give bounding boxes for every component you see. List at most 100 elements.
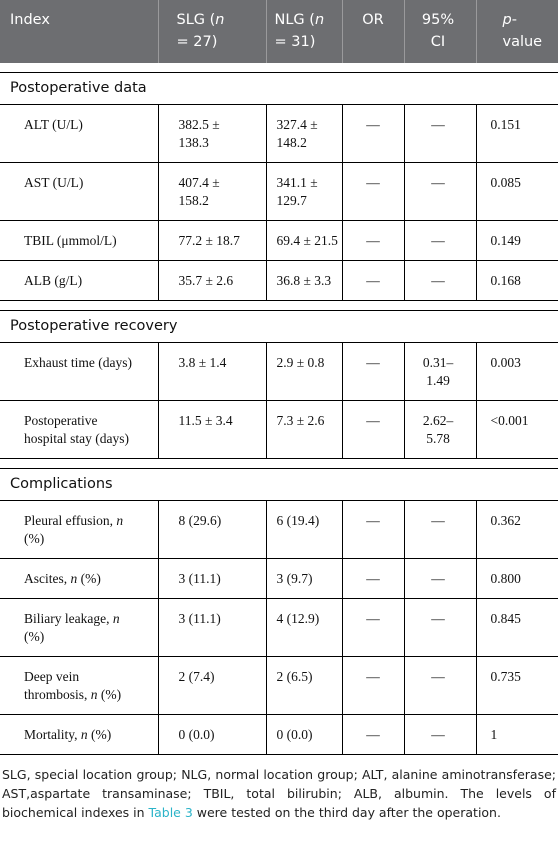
text: 35.7 ± 2.6 — [178, 273, 234, 288]
data-cell: — — [341, 598, 404, 657]
data-row: Pleural effusion, n (%) 8 (29.6) 6 (19.4) —… — [0, 500, 558, 559]
data-row: Exhaust time (days) 3.8 ± 1.4 2.9 ± 0.8 — 0.… — [0, 342, 558, 401]
data-cell: 0.168 — [475, 260, 558, 301]
text: — — [366, 355, 380, 370]
footnote: SLG, special location group; NLG, normal… — [0, 755, 558, 822]
section-row: Postoperative data — [0, 72, 558, 105]
text: SLG, special location group; NLG, normal… — [2, 767, 556, 820]
text: Mortality, — [24, 727, 81, 742]
italic-text: p — [502, 12, 512, 28]
data-row: Mortality, n (%) 0 (0.0) 0 (0.0) — — 1 — [0, 714, 558, 755]
text: — — [366, 233, 380, 248]
data-cell: — — [341, 162, 404, 221]
text: 36.8 ± 3.3 — [276, 273, 332, 288]
data-cell: — — [403, 558, 476, 599]
data-cell: — — [403, 656, 476, 715]
text: -value — [502, 12, 543, 50]
data-row: TBIL (μmmol/L) 77.2 ± 18.7 69.4 ± 21.5 — — 0.… — [0, 220, 558, 261]
text: 0.362 — [490, 513, 521, 528]
text: (%) — [87, 727, 112, 742]
data-cell: Mortality, n (%) — [0, 714, 158, 755]
data-row: ALB (g/L) 35.7 ± 2.6 36.8 ± 3.3 — — 0.168 — [0, 260, 558, 301]
text: 95% CI — [421, 12, 455, 50]
table-header: Index SLG (n = 27) NLG (n = 31) OR 95% CI p-v… — [0, 0, 558, 63]
text: 6 (19.4) — [276, 513, 320, 528]
data-cell: — — [341, 342, 404, 401]
text: — — [431, 233, 445, 248]
page: Index SLG (n = 27) NLG (n = 31) OR 95% CI p-v… — [0, 0, 558, 822]
data-cell: Biliary leakage, n (%) — [0, 598, 158, 657]
data-cell: 3 (9.7) — [265, 558, 342, 599]
data-cell: 2.62–5.78 — [403, 400, 476, 459]
data-cell: — — [341, 104, 404, 163]
data-cell: 0.362 — [475, 500, 558, 559]
text: — — [431, 571, 445, 586]
data-cell: 3 (11.1) — [157, 598, 266, 657]
text: — — [366, 571, 380, 586]
text: 69.4 ± 21.5 — [276, 233, 338, 248]
text: 2 (7.4) — [178, 669, 215, 684]
text: Exhaust time (days) — [24, 355, 132, 370]
data-cell: 0.003 — [475, 342, 558, 401]
text: 341.1 ± 129.7 — [276, 175, 318, 208]
italic-text: n — [80, 727, 88, 742]
data-cell: 0.735 — [475, 656, 558, 715]
italic-text: n — [314, 12, 325, 28]
data-cell: — — [403, 714, 476, 755]
header-cell: p-value — [475, 0, 558, 63]
section-row: Complications — [0, 468, 558, 501]
spacer-cell — [0, 63, 558, 73]
text: 0 (0.0) — [178, 727, 215, 742]
data-cell: — — [341, 656, 404, 715]
italic-text: n — [112, 611, 120, 626]
italic-text: n — [70, 571, 78, 586]
italic-text: n — [116, 513, 124, 528]
header-cell: OR — [341, 0, 404, 63]
text: — — [366, 273, 380, 288]
data-row: AST (U/L) 407.4 ± 158.2 341.1 ± 129.7 — — 0.0… — [0, 162, 558, 221]
data-cell: 6 (19.4) — [265, 500, 342, 559]
text: 0.149 — [490, 233, 521, 248]
text: (%) — [24, 531, 45, 546]
text: = 31) — [274, 34, 316, 50]
text: Pleural effusion, — [24, 513, 117, 528]
section-title: Postoperative recovery — [0, 310, 558, 343]
data-cell: 69.4 ± 21.5 — [265, 220, 342, 261]
text: 0.085 — [490, 175, 521, 190]
data-table: Index SLG (n = 27) NLG (n = 31) OR 95% CI p-v… — [0, 0, 558, 755]
table-link[interactable]: Table 3 — [148, 805, 193, 820]
data-cell: 327.4 ± 148.2 — [265, 104, 342, 163]
section-title: Postoperative data — [0, 72, 558, 105]
data-row: Deep vein thrombosis, n (%) 2 (7.4) 2 (6.5… — [0, 656, 558, 715]
data-cell: 77.2 ± 18.7 — [157, 220, 266, 261]
text: 3 (11.1) — [178, 571, 221, 586]
data-cell: — — [341, 260, 404, 301]
text: — — [366, 175, 380, 190]
text: 11.5 ± 3.4 — [178, 413, 233, 428]
spacer-cell — [0, 459, 558, 469]
data-cell: 2 (6.5) — [265, 656, 342, 715]
data-cell: 4 (12.9) — [265, 598, 342, 657]
header-cell: NLG (n = 31) — [265, 0, 342, 63]
text: <0.001 — [490, 413, 529, 428]
text: — — [366, 611, 380, 626]
text: 4 (12.9) — [276, 611, 320, 626]
text: ALB (g/L) — [24, 273, 83, 288]
data-cell: 35.7 ± 2.6 — [157, 260, 266, 301]
text: — — [431, 669, 445, 684]
header-cell: SLG (n = 27) — [157, 0, 266, 63]
data-cell: 2 (7.4) — [157, 656, 266, 715]
data-cell: — — [403, 598, 476, 657]
text: — — [366, 669, 380, 684]
data-cell: — — [341, 558, 404, 599]
data-cell: 8 (29.6) — [157, 500, 266, 559]
text: 0.31–1.49 — [422, 355, 454, 388]
text: 382.5 ± 138.3 — [178, 117, 220, 150]
header-cell: 95% CI — [403, 0, 476, 63]
data-cell: 36.8 ± 3.3 — [265, 260, 342, 301]
data-cell: — — [403, 260, 476, 301]
spacer-row — [0, 63, 558, 73]
data-cell: Exhaust time (days) — [0, 342, 158, 401]
text: 0.845 — [490, 611, 521, 626]
text: 3 (9.7) — [276, 571, 313, 586]
